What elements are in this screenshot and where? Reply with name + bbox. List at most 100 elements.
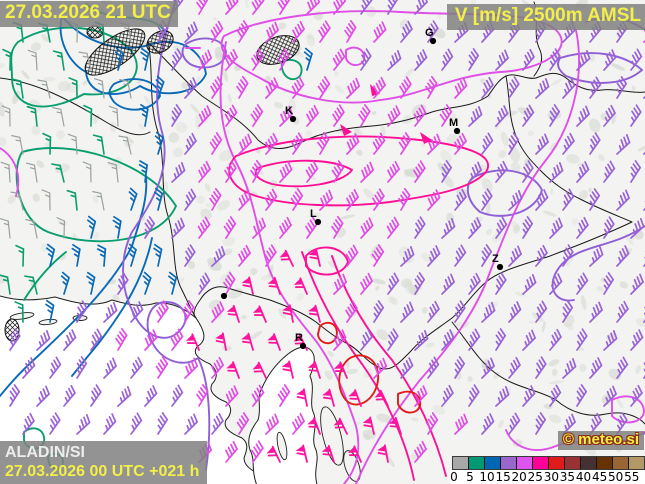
wind-barb: [400, 357, 414, 379]
wind-barb: [468, 384, 480, 407]
terrain-speckle: [375, 285, 380, 291]
wind-barb: [82, 161, 92, 183]
terrain-speckle: [190, 104, 200, 114]
wind-barb: [481, 301, 496, 323]
wind-barb: [398, 187, 411, 211]
terrain-speckle: [306, 33, 315, 47]
wind-barb: [576, 384, 587, 407]
wind-barb: [117, 272, 129, 295]
wind-barb: [372, 188, 385, 211]
wind-barb: [0, 274, 11, 295]
terrain-speckle: [589, 118, 601, 133]
wind-barb: [495, 216, 508, 239]
terrain-speckle: [228, 288, 243, 299]
wind-barb: [414, 0, 428, 15]
terrain-speckle: [200, 208, 212, 220]
terrain-speckle: [204, 183, 211, 192]
wind-barb: [400, 301, 414, 323]
wind-barb: [265, 21, 279, 43]
colorbar-cell: [565, 457, 581, 469]
pennant-marker: [420, 132, 432, 144]
wind-barb: [589, 301, 603, 323]
wind-barb: [209, 132, 223, 155]
wind-barb: [331, 160, 345, 183]
wind-barb: [265, 132, 278, 155]
terrain-speckle: [498, 149, 507, 159]
wind-barb: [344, 19, 357, 43]
wind-barb: [86, 271, 96, 295]
wind-barb: [377, 444, 389, 463]
terrain-speckle: [202, 117, 209, 124]
terrain-speckle: [500, 131, 509, 146]
city-marker: [220, 292, 228, 300]
terrain-speckle: [481, 178, 493, 193]
wind-barb: [291, 132, 304, 155]
wind-barb: [225, 440, 238, 463]
wind-barb: [495, 105, 509, 127]
wind-barb: [128, 187, 138, 211]
terrain-speckle: [333, 71, 339, 76]
terrain-speckle: [43, 76, 56, 82]
wind-barb: [562, 77, 576, 99]
terrain-speckle: [454, 322, 463, 328]
wind-barb: [468, 105, 483, 127]
wind-barb: [130, 412, 143, 435]
wind-barb: [9, 384, 20, 407]
wind-barb: [184, 188, 197, 211]
wind-barb: [576, 272, 589, 295]
wind-barb: [68, 77, 78, 99]
wind-barb: [198, 105, 212, 127]
credit-label: © meteo.si: [557, 431, 644, 450]
wind-barb: [425, 75, 438, 99]
wind-barb: [2, 48, 12, 71]
wind-barb: [495, 272, 507, 295]
wind-barb: [508, 132, 519, 155]
terrain-speckle: [7, 194, 16, 204]
wind-barb: [93, 78, 105, 99]
wind-barb: [414, 216, 426, 239]
wind-barb: [373, 300, 384, 323]
wind-barb: [425, 412, 439, 435]
terrain-speckle: [250, 330, 263, 340]
wind-barb: [25, 219, 38, 239]
wind-barb: [144, 385, 158, 407]
city-label: R: [295, 332, 303, 344]
terrain-speckle: [176, 277, 185, 287]
terrain-speckle: [493, 371, 500, 380]
wind-barb: [277, 0, 291, 15]
terrain-speckle: [205, 203, 213, 208]
wind-barb: [603, 329, 618, 351]
terrain-speckle: [250, 267, 258, 276]
wind-barb: [236, 20, 250, 43]
terrain-speckle: [89, 229, 100, 240]
wind-barb: [241, 332, 254, 351]
wind-barb: [198, 272, 211, 295]
terrain-speckle: [0, 62, 5, 69]
wind-barb: [562, 132, 575, 155]
colorbar-cell: [629, 457, 644, 469]
model-run-label: 27.03.2026 00 UTC +021 h: [5, 463, 200, 480]
wind-barb: [265, 77, 279, 99]
wind-barb: [535, 189, 549, 211]
wind-barb: [67, 133, 78, 155]
wind-barb: [468, 217, 482, 239]
city-marker: Z: [492, 253, 504, 271]
isotach-30-contours: [317, 321, 422, 414]
wind-barb: [277, 384, 291, 407]
colorbar-value-labels: 0 5 10 15 20 25 30 35 40 45 50 55: [450, 470, 645, 484]
wind-barb: [167, 271, 178, 295]
wind-barb: [386, 216, 400, 239]
wind-barb: [306, 104, 319, 127]
colorbar-value: 35: [559, 470, 576, 484]
terrain-speckle: [440, 149, 452, 164]
colorbar-value: 30: [543, 470, 559, 484]
terrain-speckle: [222, 236, 236, 247]
wind-barb: [522, 385, 536, 407]
wind-barb: [414, 385, 428, 407]
wind-barb: [508, 301, 522, 323]
pennant-marker: [340, 124, 352, 136]
terrain-speckle: [565, 254, 575, 267]
wind-barb: [45, 299, 55, 323]
wind-barb: [279, 105, 293, 127]
terrain-speckle: [421, 307, 428, 314]
